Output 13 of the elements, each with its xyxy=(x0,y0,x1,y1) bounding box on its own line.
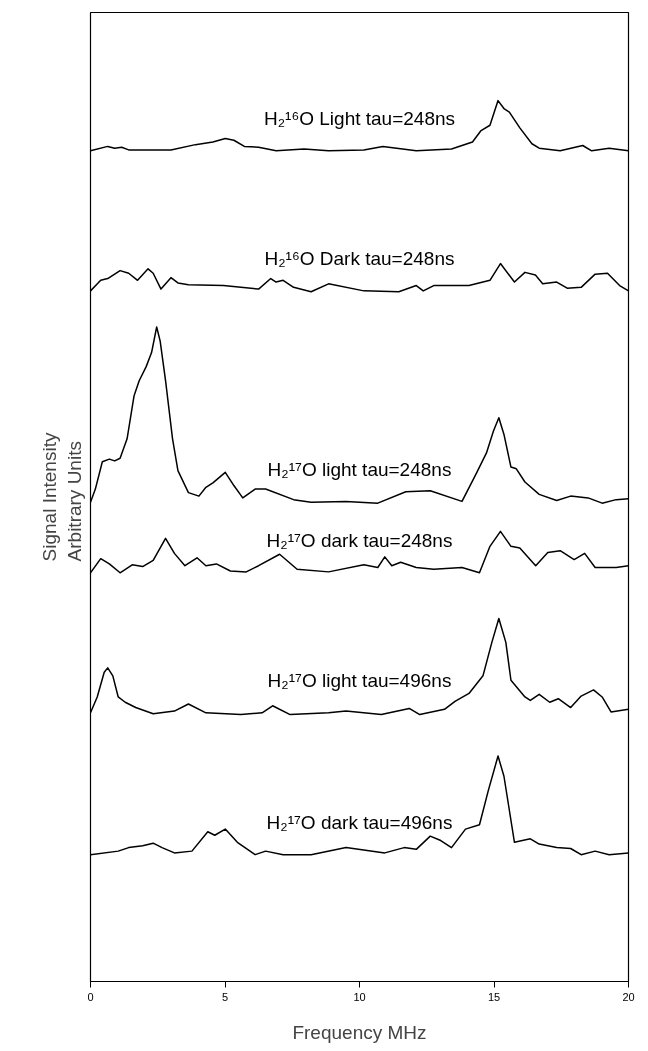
x-tick-label: 15 xyxy=(487,990,501,1003)
series-label: H₂¹⁶O Dark tau=248ns xyxy=(264,247,455,269)
series-label: H₂¹⁷O light tau=248ns xyxy=(267,459,452,481)
x-tick-label: 20 xyxy=(622,990,635,1003)
x-tick-label: 5 xyxy=(221,990,229,1003)
x-axis-title: Frequency MHz xyxy=(292,1021,427,1043)
x-tick-label: 0 xyxy=(87,990,94,1003)
x-tick-label: 10 xyxy=(353,990,366,1003)
series-label: H₂¹⁷O dark tau=248ns xyxy=(266,529,453,551)
y-axis-title: Signal Intensity Arbitrary Units xyxy=(39,432,86,562)
series-label: H₂¹⁶O Light tau=248ns xyxy=(263,107,456,129)
series-label: H₂¹⁷O light tau=496ns xyxy=(267,669,452,691)
series-label: H₂¹⁷O dark tau=496ns xyxy=(266,811,453,833)
